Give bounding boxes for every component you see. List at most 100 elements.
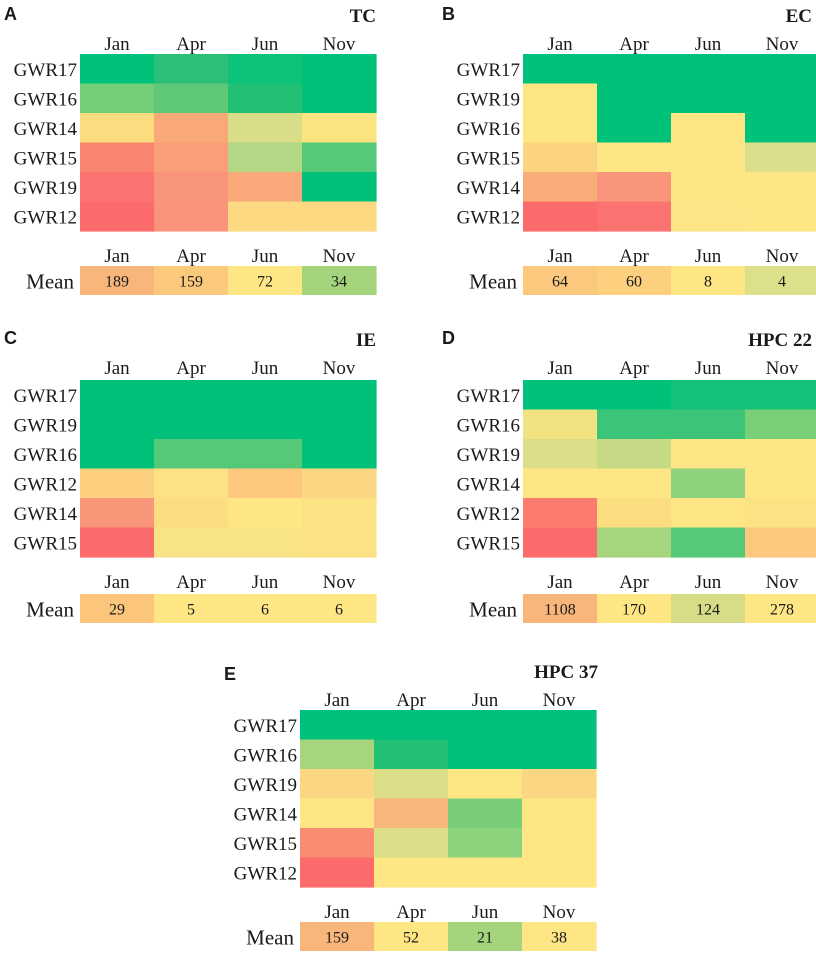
heatmap-cell bbox=[154, 498, 229, 529]
mean-label: Mean bbox=[26, 598, 74, 622]
heatmap-cell bbox=[80, 468, 155, 499]
heatmap-cell bbox=[228, 498, 303, 529]
heatmap-cell bbox=[80, 83, 155, 114]
mean-cell bbox=[80, 594, 155, 623]
row-label: GWR12 bbox=[457, 504, 520, 525]
heatmap-cell bbox=[154, 409, 229, 440]
mean-value: 6 bbox=[261, 602, 269, 619]
mean-label: Mean bbox=[469, 598, 517, 622]
mean-value: 159 bbox=[325, 930, 349, 947]
heatmap-cell bbox=[374, 710, 449, 741]
row-label: GWR19 bbox=[14, 415, 77, 436]
mean-column-label: Apr bbox=[619, 572, 649, 593]
heatmap-cell bbox=[302, 498, 377, 529]
row-label: GWR17 bbox=[457, 60, 520, 81]
heatmap-cell bbox=[671, 527, 746, 558]
heatmap-cell bbox=[745, 54, 816, 85]
heatmap-cell bbox=[448, 857, 523, 888]
mean-cell bbox=[671, 266, 746, 295]
heatmap-cell bbox=[523, 439, 598, 470]
column-label: Apr bbox=[619, 34, 649, 55]
heatmap-cell bbox=[745, 142, 816, 173]
heatmap-cell bbox=[671, 498, 746, 529]
mean-cell bbox=[154, 266, 229, 295]
heatmap-cell bbox=[154, 54, 229, 85]
mean-cell bbox=[597, 266, 672, 295]
row-label: GWR15 bbox=[234, 834, 297, 855]
mean-value: 60 bbox=[626, 274, 642, 291]
column-label: Apr bbox=[396, 690, 426, 711]
mean-value: 278 bbox=[770, 602, 794, 619]
column-label: Jun bbox=[252, 358, 279, 379]
heatmap-cell bbox=[671, 468, 746, 499]
heatmap-cell bbox=[302, 439, 377, 470]
mean-label: Mean bbox=[469, 270, 517, 294]
mean-column-label: Jun bbox=[695, 246, 722, 267]
mean-cell bbox=[228, 594, 303, 623]
heatmap-cell bbox=[228, 380, 303, 411]
heatmap-cell bbox=[228, 409, 303, 440]
mean-value: 21 bbox=[477, 930, 493, 947]
column-label: Apr bbox=[176, 34, 206, 55]
heatmap-cell bbox=[745, 468, 816, 499]
heatmap-cell bbox=[80, 380, 155, 411]
heatmap-cell bbox=[745, 172, 816, 203]
row-label: GWR16 bbox=[14, 445, 77, 466]
column-label: Jan bbox=[547, 34, 573, 55]
mean-value: 124 bbox=[696, 602, 720, 619]
column-label: Jun bbox=[472, 690, 499, 711]
heatmap-cell bbox=[154, 201, 229, 232]
heatmap-cell bbox=[523, 83, 598, 114]
heatmap-cell bbox=[745, 409, 816, 440]
panel-title: HPC 37 bbox=[534, 662, 598, 683]
row-label: GWR14 bbox=[457, 178, 521, 199]
heatmap-cell bbox=[597, 498, 672, 529]
heatmap-cell bbox=[522, 798, 597, 829]
heatmap-cell bbox=[597, 468, 672, 499]
heatmap-cell bbox=[300, 710, 375, 741]
heatmap-cell bbox=[228, 527, 303, 558]
heatmap-cell bbox=[523, 54, 598, 85]
panel-B: B EC Jan Apr Jun Nov GWR17 GWR19 GWR16 GWR15 GWR14… bbox=[442, 4, 816, 295]
mean-value: 189 bbox=[105, 274, 129, 291]
row-label: GWR12 bbox=[457, 207, 520, 228]
heatmap-cell bbox=[374, 828, 449, 859]
mean-column-label: Jun bbox=[472, 902, 499, 923]
column-label: Apr bbox=[176, 358, 206, 379]
heatmap-cell bbox=[597, 201, 672, 232]
row-label: GWR14 bbox=[234, 804, 298, 825]
row-label: GWR16 bbox=[14, 89, 77, 110]
row-label: GWR17 bbox=[234, 716, 297, 737]
heatmap-cell bbox=[597, 142, 672, 173]
mean-value: 38 bbox=[551, 930, 567, 947]
panel-title: EC bbox=[786, 6, 812, 27]
heatmap-cell bbox=[228, 83, 303, 114]
mean-cell bbox=[154, 594, 229, 623]
heatmap-cell bbox=[523, 468, 598, 499]
heatmap-cell bbox=[523, 201, 598, 232]
heatmap-cell bbox=[597, 380, 672, 411]
heatmap-cell bbox=[80, 201, 155, 232]
mean-value: 64 bbox=[552, 274, 568, 291]
panel-letter: E bbox=[224, 664, 236, 684]
mean-cell bbox=[80, 266, 155, 295]
heatmap-cell bbox=[448, 798, 523, 829]
panel-letter: D bbox=[442, 328, 455, 348]
heatmap-cell bbox=[302, 380, 377, 411]
mean-cell bbox=[671, 594, 746, 623]
heatmap-cell bbox=[523, 113, 598, 144]
heatmap-cell bbox=[745, 380, 816, 411]
heatmap-cell bbox=[154, 527, 229, 558]
mean-column-label: Jun bbox=[252, 246, 279, 267]
heatmap-cell bbox=[671, 201, 746, 232]
mean-value: 1108 bbox=[544, 602, 575, 619]
mean-cell bbox=[448, 922, 523, 951]
mean-cell bbox=[300, 922, 375, 951]
heatmap-cell bbox=[154, 113, 229, 144]
mean-value: 8 bbox=[704, 274, 712, 291]
heatmap-cell bbox=[374, 739, 449, 770]
heatmap-cell bbox=[302, 83, 377, 114]
heatmap-cell bbox=[154, 380, 229, 411]
heatmap-cell bbox=[448, 739, 523, 770]
heatmap-cell bbox=[523, 142, 598, 173]
